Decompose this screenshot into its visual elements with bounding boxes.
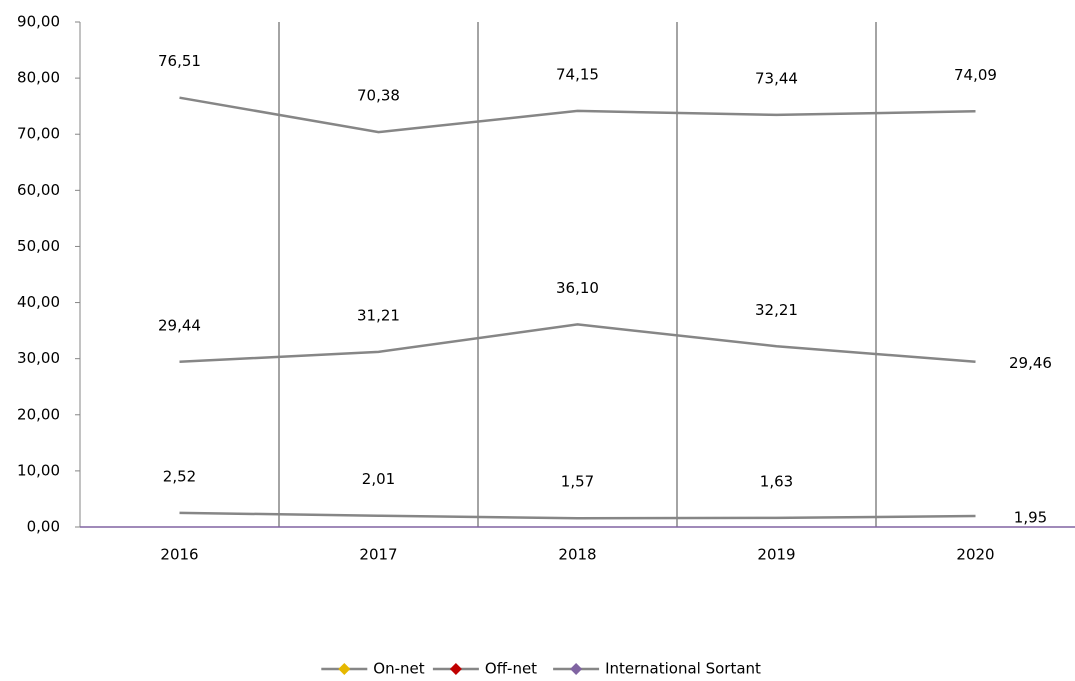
data-label: 29,44: [158, 316, 201, 334]
legend-marker: [449, 663, 462, 675]
y-tick-label: 70,00: [17, 125, 60, 143]
data-label: 74,09: [954, 66, 997, 84]
data-label: 1,95: [1014, 509, 1047, 527]
legend-label: Off-net: [485, 660, 537, 678]
series-line: [179, 96, 976, 134]
y-tick-label: 10,00: [17, 461, 60, 479]
y-tick-label: 50,00: [17, 237, 60, 255]
legend-label: International Sortant: [605, 660, 761, 678]
y-tick-label: 0,00: [27, 518, 60, 536]
data-label: 1,63: [760, 472, 793, 490]
data-label: 36,10: [556, 279, 599, 297]
y-tick-label: 80,00: [17, 69, 60, 87]
x-tick-label: 2018: [558, 546, 596, 564]
x-tick-label: 2017: [359, 546, 397, 564]
y-tick-label: 60,00: [17, 181, 60, 199]
legend-marker: [570, 663, 583, 675]
x-tick-label: 2019: [757, 546, 795, 564]
data-label: 1,57: [561, 473, 594, 491]
data-label: 29,46: [1009, 354, 1052, 372]
y-tick-label: 40,00: [17, 293, 60, 311]
legend-marker: [338, 663, 351, 675]
y-tick-label: 90,00: [17, 13, 60, 31]
series-line: [179, 323, 976, 364]
data-label: 31,21: [357, 306, 400, 324]
x-tick-label: 2016: [160, 546, 198, 564]
data-label: 32,21: [755, 301, 798, 319]
data-label: 74,15: [556, 65, 599, 83]
series-line: [179, 511, 976, 520]
y-tick-label: 20,00: [17, 405, 60, 423]
x-tick-label: 2020: [956, 546, 994, 564]
data-label: 73,44: [755, 69, 798, 87]
data-label: 76,51: [158, 52, 201, 70]
data-label: 2,01: [362, 470, 395, 488]
y-tick-label: 30,00: [17, 349, 60, 367]
legend-label: On-net: [373, 660, 424, 678]
data-label: 70,38: [357, 87, 400, 105]
data-label: 2,52: [163, 467, 196, 485]
